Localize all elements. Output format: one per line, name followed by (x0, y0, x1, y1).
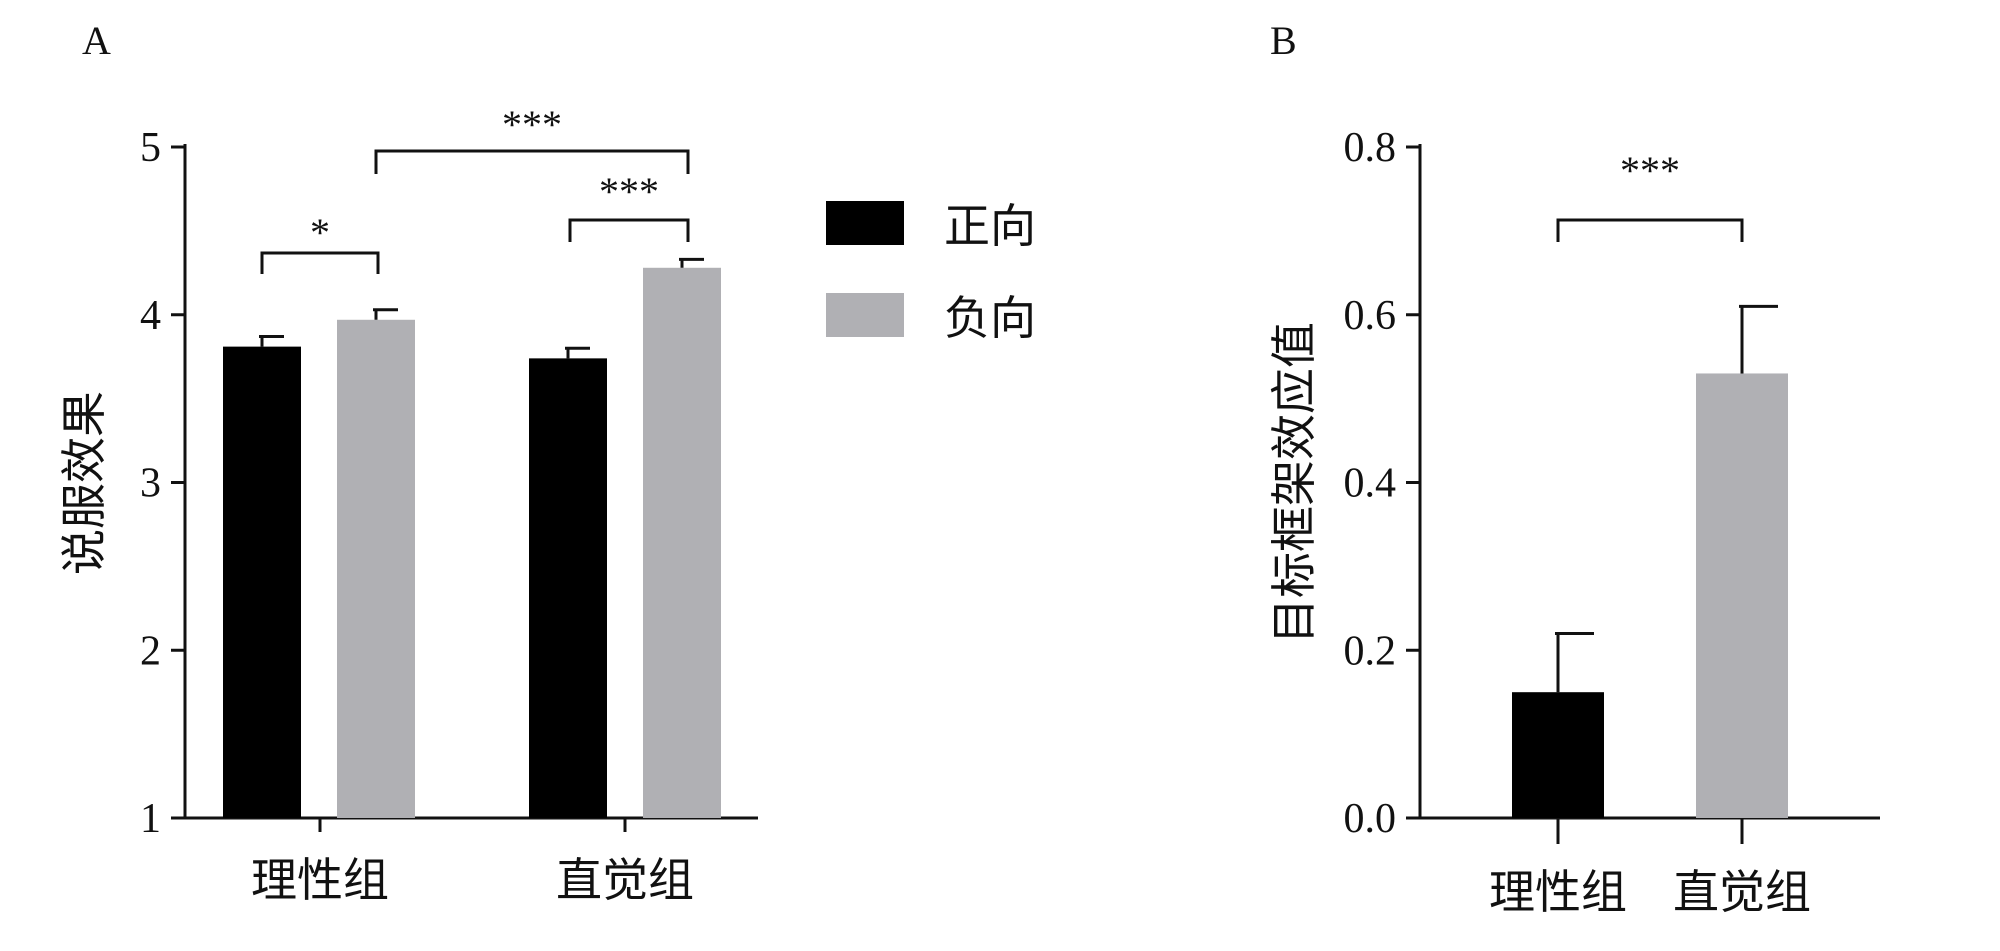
panel-b-x-tick-label-0: 理性组 (1489, 867, 1627, 918)
panel-b-y-ticks: 0.0 0.2 0.4 0.6 0.8 (1344, 125, 1420, 842)
sig-label-rational: * (310, 210, 330, 255)
sig-bracket-intuitive (568, 218, 690, 242)
legend-label-positive: 正向 (944, 201, 1036, 252)
sig-bracket-groups (1556, 218, 1744, 242)
panel-b-y-tick-label-2: 0.4 (1344, 461, 1397, 507)
panel-a-x-tick-label-0: 理性组 (251, 855, 389, 906)
sig-label-groups: *** (1620, 148, 1680, 193)
panel-a-y-axis-label: 说服效果 (59, 391, 110, 575)
legend-label-negative: 负向 (944, 293, 1036, 344)
panel-b-bars (1512, 304, 1788, 818)
panel-b-y-tick-label-4: 0.8 (1344, 125, 1397, 171)
panel-b-x-tick-label-1: 直觉组 (1673, 867, 1811, 918)
panel-a-x-ticks: 理性组 直觉组 (251, 818, 694, 906)
panel-a-y-tick-label-3: 4 (140, 293, 161, 339)
legend: 正向 负向 (826, 201, 1036, 344)
panel-a-y-tick-label-4: 5 (140, 125, 161, 171)
panel-a-x-tick-label-1: 直觉组 (556, 855, 694, 906)
panel-b-y-tick-label-1: 0.2 (1344, 628, 1397, 674)
panel-b-bar-0 (1512, 692, 1604, 818)
panel-a-label: A (82, 18, 111, 63)
legend-swatch-positive (826, 201, 904, 245)
panel-a-bar-1-1 (643, 267, 721, 818)
panel-b-y-axis-label: 目标框架效应值 (1269, 322, 1320, 644)
panel-a-error-bar-1-0 (373, 308, 398, 320)
legend-swatch-negative (826, 293, 904, 337)
panel-a-bar-0-0 (223, 346, 301, 818)
panel-a-y-ticks: 1 2 3 4 5 (140, 125, 185, 842)
panel-b-significance: *** (1556, 148, 1744, 242)
panel-b-bar-1 (1696, 373, 1788, 818)
sig-label-intuitive: *** (599, 169, 659, 214)
panel-a-bar-1-0 (337, 319, 415, 818)
panel-a-bar-0-1 (529, 358, 607, 818)
panel-a-error-bar-0-1 (565, 346, 590, 359)
sig-bracket-rational (260, 251, 380, 274)
sig-bracket-negative (374, 149, 690, 174)
panel-a: A 说服效果 1 2 3 4 5 理性组 直觉组 * *** *** 正向 负向 (59, 18, 1036, 906)
panel-b-error-bar-1 (1739, 304, 1778, 374)
panel-a-y-tick-label-0: 1 (140, 796, 161, 842)
panel-a-error-bar-1-1 (679, 257, 704, 268)
sig-label-negative: *** (502, 102, 562, 147)
panel-a-error-bar-0-0 (259, 335, 284, 347)
panel-a-y-tick-label-1: 2 (140, 628, 161, 674)
panel-b-y-tick-label-0: 0.0 (1344, 796, 1397, 842)
panel-a-significance: * *** *** (260, 102, 690, 274)
panel-b: B 目标框架效应值 0.0 0.2 0.4 0.6 0.8 理性组 直觉组 *** (1269, 18, 1880, 918)
panel-a-bars (223, 257, 721, 818)
panel-b-y-tick-label-3: 0.6 (1344, 293, 1397, 339)
panel-b-label: B (1270, 18, 1297, 63)
panel-b-error-bar-0 (1555, 631, 1594, 693)
panel-a-y-tick-label-2: 3 (140, 461, 161, 507)
panel-b-x-ticks: 理性组 直觉组 (1489, 818, 1811, 918)
